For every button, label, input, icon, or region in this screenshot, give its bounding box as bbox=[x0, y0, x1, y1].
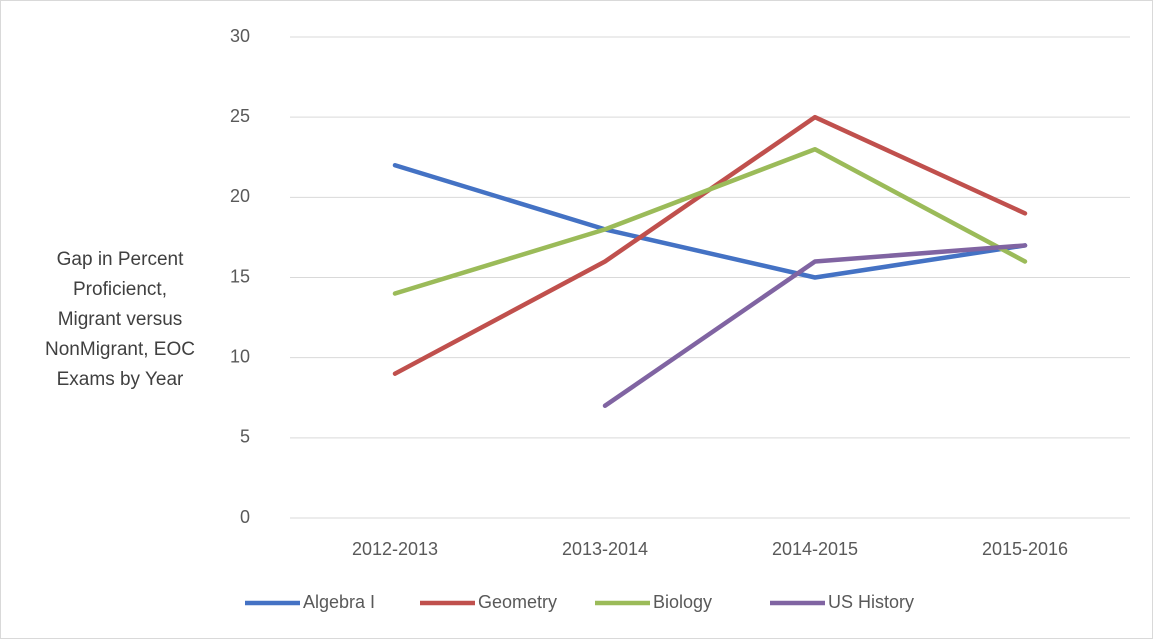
line-series bbox=[392, 146, 1028, 296]
y-axis-label-text: Gap in Percent Proficienct, Migrant vers… bbox=[45, 248, 195, 390]
legend-label: Algebra I bbox=[303, 592, 375, 612]
legend-label: Biology bbox=[653, 592, 712, 612]
y-tick-label: 15 bbox=[230, 266, 250, 286]
line-series bbox=[602, 243, 1028, 409]
x-tick-label: 2013-2014 bbox=[562, 539, 648, 559]
y-tick-label: 0 bbox=[240, 507, 250, 527]
y-tick-label: 20 bbox=[230, 186, 250, 206]
x-tick-label: 2012-2013 bbox=[352, 539, 438, 559]
x-tick-label: 2015-2016 bbox=[982, 539, 1068, 559]
y-axis-label: Gap in Percent Proficienct, Migrant vers… bbox=[40, 0, 200, 639]
y-tick-label: 10 bbox=[230, 346, 250, 366]
y-tick-label: 25 bbox=[230, 106, 250, 126]
legend-label: Geometry bbox=[478, 592, 557, 612]
line-series bbox=[392, 163, 1028, 280]
x-tick-label: 2014-2015 bbox=[772, 539, 858, 559]
y-tick-label: 5 bbox=[240, 427, 250, 447]
legend-label: US History bbox=[828, 592, 914, 612]
y-tick-label: 30 bbox=[230, 26, 250, 46]
